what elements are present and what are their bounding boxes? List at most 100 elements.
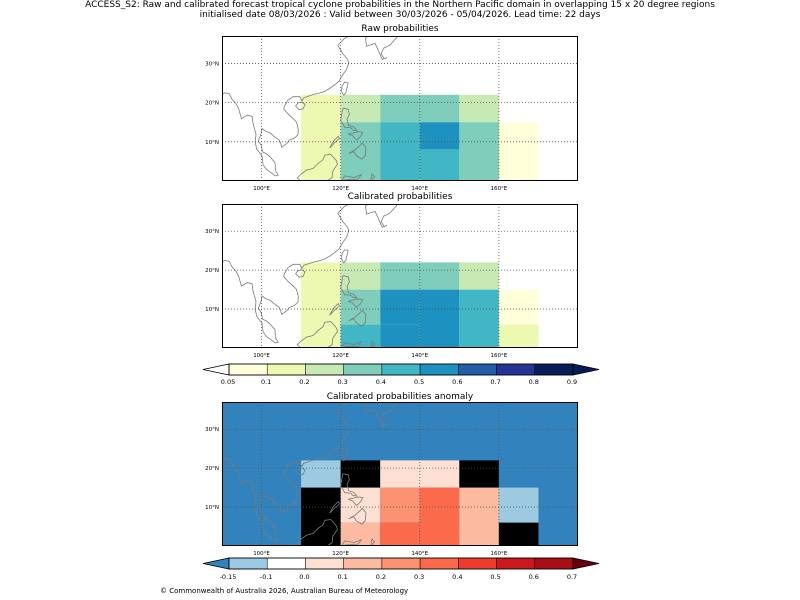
colorbar-tick-label: 0.5 (490, 573, 500, 581)
xtick-label: 120°E (332, 353, 349, 359)
probability-cell (459, 460, 499, 488)
island-outline (348, 496, 364, 507)
coastline (222, 36, 399, 177)
ytick-label: 10°N (205, 140, 219, 146)
colorbar-segment (228, 557, 268, 570)
colorbar-segment (534, 557, 574, 570)
colorbar-segment (458, 557, 497, 570)
colorbar-segment (381, 557, 421, 570)
colorbar-tick-label: 0.2 (299, 378, 309, 386)
probability-cell (340, 94, 381, 123)
colorbar-segment (381, 363, 421, 376)
island-outline (340, 473, 358, 497)
island-outline (348, 309, 367, 327)
probability-cell (301, 289, 341, 348)
xtick-label: 160°E (491, 186, 508, 192)
island-outline (329, 135, 341, 149)
colorbar-segment (305, 557, 344, 570)
island-outline (295, 269, 306, 278)
map-frame (222, 204, 578, 348)
probability-cell (380, 122, 420, 181)
map-panel-1: 100°E 120°E 140°E 160°E 10°N 20°N 30°N (205, 36, 578, 192)
probability-cell (340, 324, 381, 348)
xtick-label: 140°E (411, 353, 428, 359)
panel-title-raw: Raw probabilities (361, 24, 439, 34)
colorbar-segment (458, 363, 497, 376)
xtick-label: 120°E (332, 551, 349, 557)
island-outline (370, 340, 376, 348)
panel-title-anomaly: Calibrated probabilities anomaly (326, 392, 474, 402)
probability-cell (498, 122, 539, 181)
probability-cell (498, 487, 539, 523)
xtick-label: 160°E (491, 551, 508, 557)
island-outline (370, 538, 376, 546)
colorbar-frame (228, 363, 574, 376)
colorbar-over-arrow (572, 557, 600, 570)
coastline-group (222, 204, 399, 348)
probability-cell (459, 262, 499, 290)
xtick-label: 100°E (253, 353, 270, 359)
island-outline (340, 81, 349, 96)
colorbar-segment (419, 363, 459, 376)
colorbar-tick-label: 0.05 (221, 378, 235, 386)
ytick-label: 30°N (205, 427, 219, 433)
coastline-group (222, 402, 399, 546)
probability-cell (498, 289, 539, 325)
probability-cell (301, 460, 341, 488)
colorbar-frame (228, 557, 574, 570)
xtick-label: 120°E (332, 186, 349, 192)
island-outline (348, 507, 367, 525)
probability-cell (340, 289, 381, 325)
island-outline (348, 131, 364, 141)
colorbar-tick-label: 0.0 (299, 573, 309, 581)
panel-title-calibrated: Calibrated probabilities (347, 192, 453, 202)
probability-cell (340, 122, 381, 181)
probability-cell (459, 487, 499, 546)
ytick-label: 10°N (205, 505, 219, 511)
island-outline (296, 519, 338, 546)
colorbar-tick-label: 0.1 (261, 378, 271, 386)
colorbar-tick-label: 0.4 (452, 573, 462, 581)
probability-cell (419, 122, 460, 150)
map-frame (222, 402, 578, 546)
probability-cell (301, 262, 341, 290)
island-outline (348, 298, 364, 309)
colorbar-tick-label: 0.4 (376, 378, 386, 386)
coastline (222, 204, 399, 344)
island-outline (370, 173, 376, 181)
colorbar-segment (228, 363, 268, 376)
colorbar-tick-label: 0.8 (529, 378, 539, 386)
xtick-label: 140°E (411, 186, 428, 192)
island-outline (296, 321, 338, 348)
ytick-label: 20°N (205, 101, 219, 107)
probability-colorbar: 0.05 0.1 0.2 0.3 0.4 0.5 0.6 0.7 0.8 0.9 (202, 363, 600, 386)
colorbar-tick-label: 0.3 (414, 573, 424, 581)
ytick-label: 20°N (205, 268, 219, 274)
colorbar-tick-label: 0.2 (376, 573, 386, 581)
ytick-label: 30°N (205, 229, 219, 235)
colorbar-segment (266, 363, 306, 376)
colorbar-segment (496, 363, 536, 376)
probability-cell (380, 487, 420, 523)
colorbar-segment (305, 363, 344, 376)
probability-cell (380, 522, 420, 546)
island-outline (341, 539, 363, 546)
colorbar-tick-label: 0.6 (529, 573, 539, 581)
colorbar-tick-label: 0.7 (567, 573, 577, 581)
probability-cell (301, 122, 341, 181)
probability-cell (498, 522, 539, 546)
island-outline (329, 302, 341, 316)
island-outline (295, 467, 306, 476)
probability-cell (380, 289, 420, 325)
island-outline (340, 275, 358, 299)
colorbar-segment (496, 557, 536, 570)
island-outline (340, 107, 358, 132)
probability-cell (301, 94, 341, 123)
probability-cell (340, 262, 381, 290)
probability-cell (459, 289, 499, 348)
probability-cell (498, 324, 539, 348)
ytick-label: 20°N (205, 466, 219, 472)
xtick-label: 100°E (253, 186, 270, 192)
colorbar-tick-label: 0.6 (452, 378, 462, 386)
